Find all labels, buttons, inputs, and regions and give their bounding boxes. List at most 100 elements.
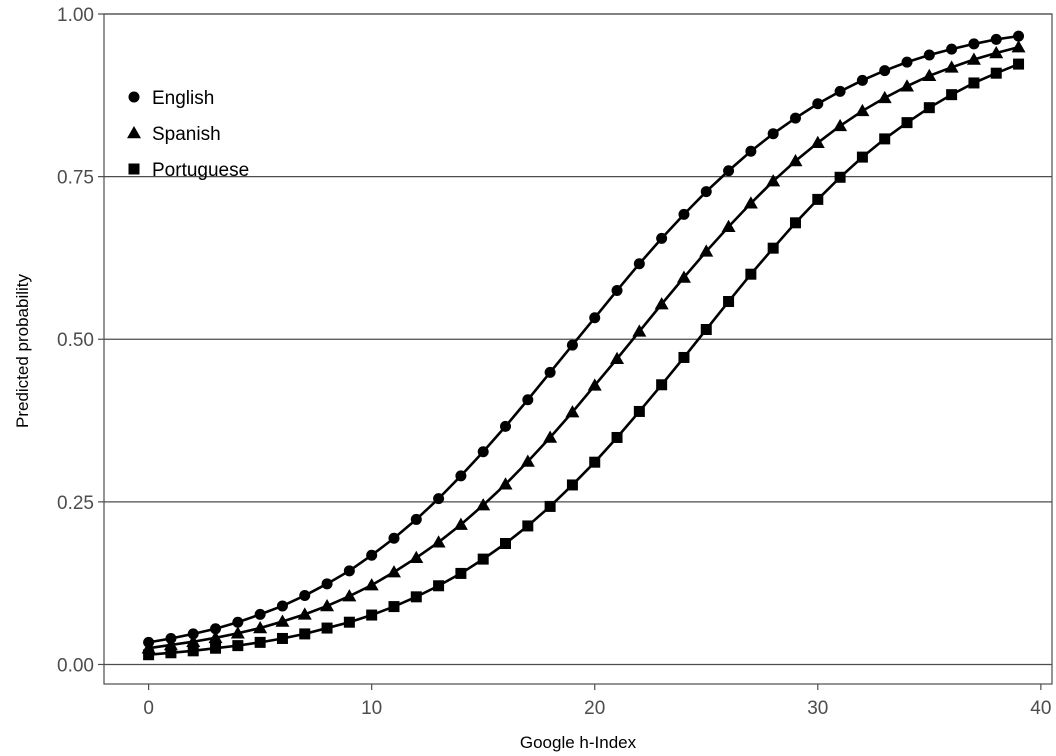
- data-point-spanish: [230, 626, 245, 639]
- y-tick-label: 0.50: [57, 330, 94, 351]
- data-point-spanish: [498, 477, 513, 490]
- data-point-portuguese: [633, 405, 645, 417]
- data-point-english: [656, 232, 668, 244]
- data-point-spanish: [476, 498, 491, 511]
- data-point-spanish: [610, 351, 625, 365]
- data-point-spanish: [877, 90, 892, 104]
- data-point-spanish: [632, 324, 647, 337]
- data-point-spanish: [297, 607, 312, 620]
- data-point-portuguese: [143, 649, 155, 661]
- data-point-spanish: [743, 196, 758, 209]
- data-point-portuguese: [366, 609, 378, 621]
- data-point-spanish: [676, 270, 691, 283]
- data-point-portuguese: [321, 622, 333, 634]
- data-point-portuguese: [500, 537, 512, 549]
- data-point-english: [500, 420, 512, 432]
- data-point-portuguese: [388, 601, 400, 613]
- data-point-portuguese: [968, 77, 980, 89]
- series-line-spanish: [148, 45, 1019, 650]
- data-point-spanish: [699, 244, 714, 257]
- data-point-portuguese: [834, 171, 846, 183]
- data-point-spanish: [944, 60, 959, 73]
- data-point-spanish: [208, 630, 223, 644]
- data-point-english: [1013, 30, 1025, 42]
- data-point-portuguese: [1013, 58, 1025, 70]
- data-point-spanish: [520, 454, 535, 467]
- data-point-english: [990, 33, 1002, 45]
- data-point-portuguese: [187, 645, 199, 657]
- data-point-portuguese: [455, 567, 467, 579]
- data-point-english: [187, 628, 199, 640]
- data-point-english: [299, 590, 311, 602]
- data-point-portuguese: [210, 642, 222, 654]
- data-point-english: [321, 578, 333, 590]
- data-point-portuguese: [544, 500, 556, 512]
- data-point-portuguese: [611, 431, 623, 443]
- data-point-spanish: [989, 46, 1004, 59]
- data-point-portuguese: [589, 456, 601, 468]
- data-point-english: [210, 623, 222, 635]
- data-point-portuguese: [812, 193, 824, 205]
- data-point-english: [566, 339, 578, 351]
- data-point-portuguese: [410, 591, 422, 603]
- data-point-spanish: [342, 589, 357, 602]
- x-tick-label: 20: [584, 698, 605, 719]
- data-point-portuguese: [901, 117, 913, 129]
- legend-key-portuguese: [128, 163, 140, 175]
- data-point-spanish: [766, 174, 781, 187]
- series-portuguese: [143, 58, 1025, 661]
- data-point-english: [611, 284, 623, 296]
- data-point-english: [343, 565, 355, 577]
- data-point-english: [745, 145, 757, 157]
- data-point-spanish: [900, 79, 915, 92]
- data-point-spanish: [721, 219, 736, 232]
- legend-label-english: English: [152, 88, 214, 109]
- data-point-english: [968, 38, 980, 50]
- data-point-english: [232, 616, 244, 628]
- data-point-portuguese: [946, 89, 958, 101]
- legend: English Spanish Portuguese: [127, 88, 249, 181]
- data-point-portuguese: [254, 636, 266, 648]
- data-point-spanish: [453, 517, 468, 530]
- data-point-portuguese: [990, 67, 1002, 79]
- legend-label-portuguese: Portuguese: [152, 160, 249, 181]
- legend-item-spanish: Spanish: [127, 124, 221, 145]
- data-point-portuguese: [232, 640, 244, 652]
- data-point-english: [767, 128, 779, 140]
- data-point-portuguese: [879, 133, 891, 145]
- legend-item-english: English: [128, 88, 214, 109]
- data-point-portuguese: [700, 323, 712, 335]
- legend-label-spanish: Spanish: [152, 124, 221, 145]
- x-tick-label: 0: [143, 698, 154, 719]
- legend-key-english: [128, 91, 140, 103]
- data-point-english: [879, 65, 891, 77]
- data-point-english: [366, 549, 378, 561]
- data-point-portuguese: [923, 102, 935, 114]
- data-point-spanish: [320, 598, 335, 612]
- data-point-spanish: [409, 550, 424, 564]
- data-point-english: [789, 112, 801, 124]
- data-point-portuguese: [856, 151, 868, 163]
- data-point-spanish: [788, 154, 803, 167]
- data-point-spanish: [587, 378, 602, 391]
- data-point-spanish: [1011, 40, 1026, 53]
- data-point-portuguese: [723, 296, 735, 308]
- legend-item-portuguese: Portuguese: [128, 160, 249, 181]
- data-point-portuguese: [656, 379, 668, 391]
- data-point-english: [522, 394, 534, 406]
- x-tick-label: 10: [361, 698, 382, 719]
- data-point-english: [923, 49, 935, 61]
- series-line-english: [148, 34, 1019, 644]
- data-point-spanish: [386, 565, 401, 578]
- legend-key-spanish: [127, 126, 141, 139]
- data-point-english: [812, 98, 824, 110]
- data-point-english: [946, 43, 958, 55]
- data-point-english: [455, 470, 467, 482]
- data-point-spanish: [543, 430, 558, 443]
- data-point-spanish: [186, 634, 201, 647]
- data-point-english: [477, 446, 489, 458]
- y-axis: 0.00 0.25 0.50 0.75 1.00: [57, 5, 104, 676]
- data-point-spanish: [855, 103, 870, 117]
- data-point-spanish: [922, 68, 937, 82]
